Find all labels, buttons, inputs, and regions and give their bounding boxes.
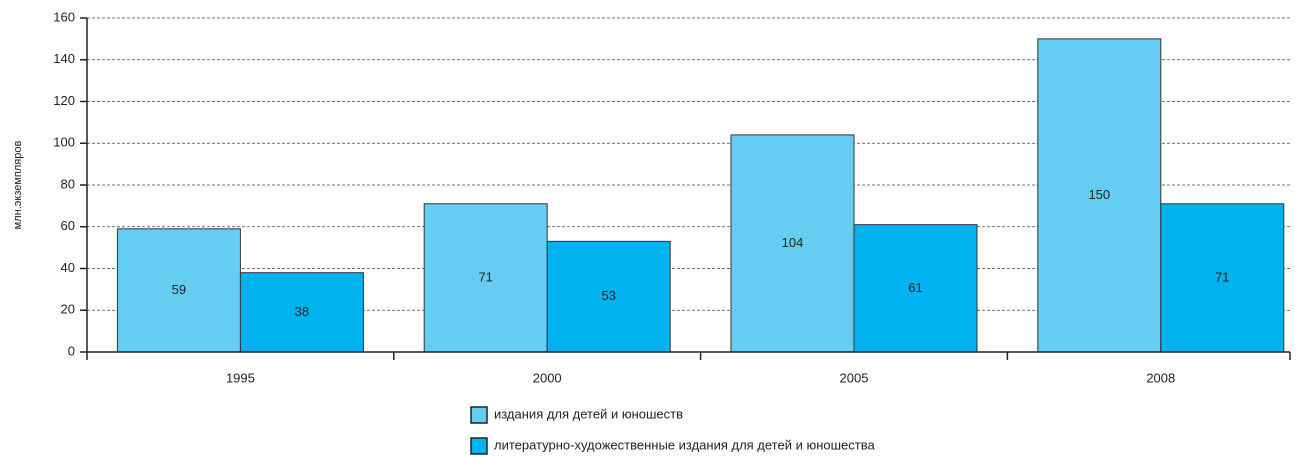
y-tick-label: 140	[53, 51, 75, 66]
value-label: 104	[782, 235, 804, 250]
legend-swatch	[470, 406, 488, 424]
y-tick-label: 160	[53, 9, 75, 24]
x-tick-label: 1995	[226, 370, 255, 385]
value-label: 71	[1215, 269, 1229, 284]
y-tick-label: 120	[53, 93, 75, 108]
value-label: 38	[295, 304, 309, 319]
legend-label: издания для детей и юношеств	[494, 406, 683, 421]
x-tick-label: 2000	[533, 370, 562, 385]
value-label: 53	[601, 288, 615, 303]
bar	[853, 224, 978, 353]
value-label: 61	[908, 280, 922, 295]
bar	[239, 272, 364, 353]
x-tick-label: 2005	[840, 370, 869, 385]
bar	[116, 228, 241, 353]
y-tick-label: 0	[68, 343, 75, 358]
x-tick-label: 2008	[1146, 370, 1175, 385]
bar	[423, 203, 548, 353]
legend-label: литературно-художественные издания для д…	[494, 437, 876, 452]
bar	[1037, 38, 1162, 353]
value-label: 150	[1088, 187, 1110, 202]
value-label: 71	[478, 269, 492, 284]
bar	[546, 240, 671, 353]
y-tick-label: 100	[53, 135, 75, 150]
legend-swatch	[470, 437, 488, 455]
y-tick-label: 40	[61, 260, 75, 275]
y-axis-label: млн.экземпляров	[12, 141, 24, 230]
y-tick-label: 20	[61, 302, 75, 317]
bar	[1160, 203, 1285, 353]
y-tick-label: 80	[61, 176, 75, 191]
value-label: 59	[172, 282, 186, 297]
y-tick-label: 60	[61, 218, 75, 233]
